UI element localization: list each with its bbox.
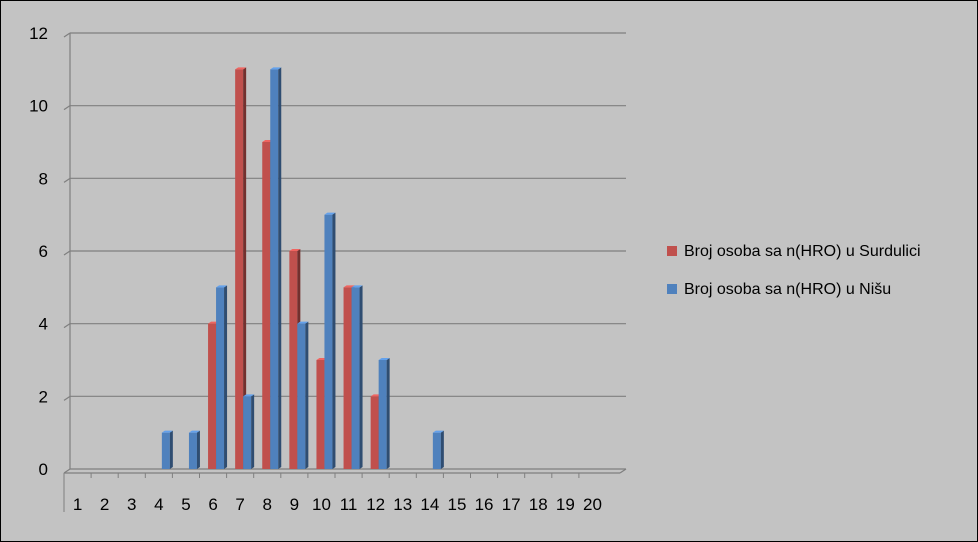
bar-top xyxy=(270,67,282,70)
bar-side xyxy=(243,67,247,469)
y-tick-mark xyxy=(63,323,71,329)
bar xyxy=(378,360,387,469)
bar xyxy=(161,432,170,469)
bar-side xyxy=(305,321,309,469)
bar xyxy=(235,69,244,469)
bar-side xyxy=(359,285,363,469)
y-tick-label: 2 xyxy=(39,387,48,406)
x-tick-label: 18 xyxy=(529,495,548,514)
bar xyxy=(289,251,298,469)
bar xyxy=(324,214,333,469)
y-tick-label: 12 xyxy=(29,24,48,43)
bar-side xyxy=(196,430,200,469)
bar-side xyxy=(332,212,336,469)
legend-swatch xyxy=(667,284,677,294)
y-tick-label: 8 xyxy=(39,169,48,188)
legend-label: Broj osoba sa n(HRO) u Surdulici xyxy=(684,243,921,260)
y-tick-label: 0 xyxy=(39,460,48,479)
bar-top xyxy=(297,321,309,324)
legend-label: Broj osoba sa n(HRO) u Nišu xyxy=(684,281,891,298)
y-tick-mark xyxy=(63,395,71,401)
y-tick-mark xyxy=(63,32,71,38)
x-tick-label: 6 xyxy=(208,495,217,514)
x-tick-label: 9 xyxy=(290,495,299,514)
x-tick-label: 1 xyxy=(73,495,82,514)
x-tick-label: 7 xyxy=(235,495,244,514)
x-tick-label: 19 xyxy=(556,495,575,514)
bar-top xyxy=(324,212,336,215)
floor-edge xyxy=(619,468,627,474)
y-tick-label: 10 xyxy=(29,97,48,116)
bar-top xyxy=(243,394,255,397)
bar xyxy=(432,432,441,469)
bar xyxy=(208,323,217,469)
bar-top xyxy=(351,285,363,288)
bar xyxy=(370,396,379,469)
bar-top xyxy=(343,285,355,288)
bar xyxy=(270,69,279,469)
y-tick-mark xyxy=(63,250,71,256)
bar xyxy=(343,287,352,469)
x-tick-label: 11 xyxy=(340,495,358,514)
y-tick-mark xyxy=(63,105,71,111)
y-tick-mark xyxy=(63,177,71,183)
bar-top xyxy=(289,249,301,251)
bar-top xyxy=(216,285,228,288)
bar-top xyxy=(378,358,390,360)
bar-side xyxy=(251,394,255,469)
x-tick-label: 13 xyxy=(393,495,412,514)
bar-side xyxy=(224,285,228,469)
x-tick-label: 10 xyxy=(312,495,331,514)
y-tick-label: 6 xyxy=(39,242,48,261)
x-tick-label: 20 xyxy=(583,495,602,514)
x-tick-label: 4 xyxy=(154,495,163,514)
bar xyxy=(351,287,360,469)
x-tick-label: 5 xyxy=(181,495,190,514)
bar xyxy=(188,432,197,469)
x-tick-label: 15 xyxy=(447,495,466,514)
bar xyxy=(262,142,271,469)
bar xyxy=(243,396,252,469)
bar xyxy=(297,323,306,469)
x-tick-label: 3 xyxy=(127,495,136,514)
bar-top xyxy=(432,430,444,433)
legend-swatch xyxy=(667,246,677,256)
x-tick-label: 17 xyxy=(502,495,521,514)
x-tick-label: 8 xyxy=(263,495,272,514)
bar-side xyxy=(278,67,282,469)
bar xyxy=(316,360,325,469)
bar-top xyxy=(235,67,247,70)
y-tick-mark xyxy=(63,468,71,474)
bar-side xyxy=(440,430,444,469)
x-tick-label: 16 xyxy=(475,495,494,514)
bar-side xyxy=(169,430,173,469)
bar-top xyxy=(161,430,173,433)
x-tick-label: 14 xyxy=(420,495,439,514)
bar-side xyxy=(386,358,390,469)
y-tick-label: 4 xyxy=(39,315,48,334)
bar xyxy=(216,287,225,469)
x-tick-label: 2 xyxy=(100,495,109,514)
bar-top xyxy=(188,430,200,433)
x-tick-label: 12 xyxy=(366,495,385,514)
